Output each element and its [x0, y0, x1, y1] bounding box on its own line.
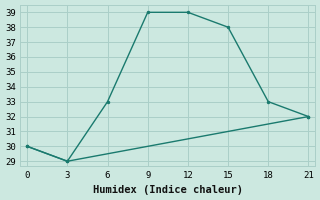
X-axis label: Humidex (Indice chaleur): Humidex (Indice chaleur) [93, 185, 243, 195]
